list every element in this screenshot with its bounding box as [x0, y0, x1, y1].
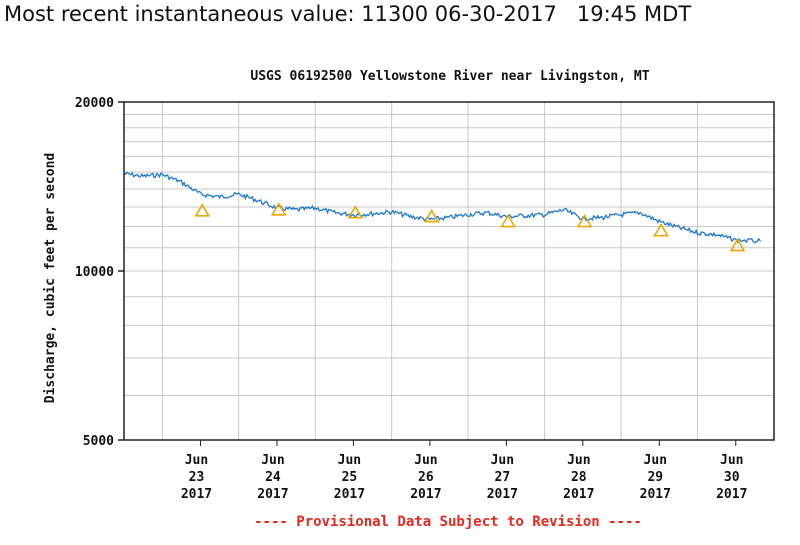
x-tick-label-line: 25: [342, 470, 358, 485]
x-tick-label-line: 29: [647, 470, 663, 485]
median-marker: [576, 213, 593, 228]
x-tick-label: Jun 25 2017: [334, 453, 365, 502]
x-tick-label: Jun 30 2017: [716, 453, 747, 502]
x-tick-label-line: 23: [189, 470, 205, 485]
x-tick-label-line: 2017: [181, 487, 212, 502]
median-marker: [423, 209, 440, 223]
median-markers: [194, 202, 746, 252]
x-tick-label-line: Jun: [644, 453, 667, 468]
x-tick-label-line: 28: [571, 470, 587, 485]
x-tick-label: Jun 28 2017: [563, 453, 594, 502]
provisional-data-note: ---- Provisional Data Subject to Revisio…: [254, 514, 642, 530]
y-tick-label: 10000: [75, 265, 114, 280]
x-tick-label: Jun 24 2017: [257, 453, 288, 502]
y-tick-label: 20000: [75, 96, 114, 111]
series-layer: [123, 171, 762, 244]
x-tick-label-line: Jun: [338, 453, 361, 468]
x-tick-label-line: Jun: [491, 453, 514, 468]
x-tick-label: Jun 26 2017: [410, 453, 441, 502]
x-tick-label-line: 26: [418, 470, 434, 485]
x-tick-label-line: Jun: [185, 453, 208, 468]
x-tick-label-line: 2017: [410, 487, 441, 502]
chart-title: USGS 06192500 Yellowstone River near Liv…: [250, 69, 649, 84]
y-axis-ticks: 5000 10000 20000: [75, 96, 124, 449]
latest-value-readout: Most recent instantaneous value: 11300 0…: [4, 2, 692, 26]
median-marker: [500, 213, 517, 228]
x-tick-label-line: 27: [495, 470, 511, 485]
x-tick-label-line: 2017: [716, 487, 747, 502]
x-tick-label-line: Jun: [261, 453, 284, 468]
x-tick-label-line: 2017: [487, 487, 518, 502]
grid-lines: [124, 102, 774, 440]
median-marker: [729, 237, 746, 252]
median-marker: [194, 203, 211, 217]
median-marker: [347, 205, 364, 219]
x-tick-label-line: Jun: [414, 453, 437, 468]
median-marker: [270, 202, 287, 216]
discharge-series-line: [123, 171, 762, 244]
x-tick-label-line: 2017: [563, 487, 594, 502]
x-tick-label-line: 2017: [334, 487, 365, 502]
x-tick-label: Jun 27 2017: [487, 453, 518, 502]
x-tick-label: Jun 29 2017: [640, 453, 671, 502]
y-axis-label: Discharge, cubic feet per second: [43, 153, 58, 403]
plot-frame: [123, 101, 775, 441]
median-marker: [653, 223, 669, 237]
x-tick-label-line: Jun: [567, 453, 590, 468]
y-tick-label: 5000: [83, 434, 114, 449]
x-tick-label-line: Jun: [720, 453, 743, 468]
x-tick-label: Jun 23 2017: [181, 453, 212, 502]
x-tick-label-line: 2017: [257, 487, 288, 502]
x-axis-ticks: Jun 23 2017 Jun 24 2017 Jun 25 2017 Jun 26 2017 Jun 2…: [181, 440, 747, 502]
x-tick-label-line: 24: [265, 470, 281, 485]
x-tick-label-line: 30: [724, 470, 740, 485]
x-tick-label-line: 2017: [640, 487, 671, 502]
